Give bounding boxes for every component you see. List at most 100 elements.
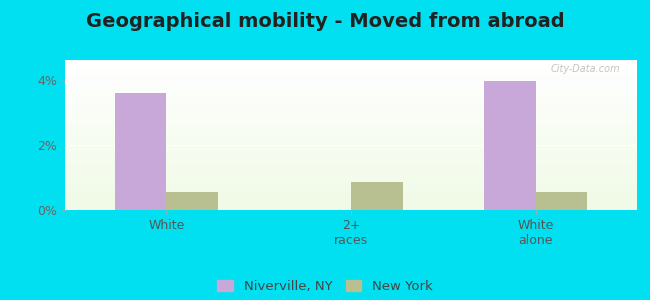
Bar — [65, 80, 637, 81]
Bar — [65, 168, 637, 169]
Bar — [65, 105, 637, 106]
Bar — [65, 140, 637, 141]
Bar — [65, 167, 637, 168]
Bar — [65, 203, 637, 204]
Bar — [65, 181, 637, 182]
Bar — [65, 102, 637, 103]
Bar — [65, 122, 637, 123]
Bar — [65, 82, 637, 83]
Bar — [65, 117, 637, 118]
Bar — [65, 138, 637, 139]
Bar — [65, 141, 637, 142]
Bar — [65, 100, 637, 101]
Bar — [65, 151, 637, 152]
Bar — [65, 123, 637, 124]
Bar — [65, 136, 637, 137]
Bar — [65, 132, 637, 133]
Bar — [65, 126, 637, 127]
Bar — [65, 162, 637, 163]
Bar — [65, 116, 637, 117]
Bar — [65, 183, 637, 184]
Bar — [65, 98, 637, 99]
Text: City-Data.com: City-Data.com — [550, 64, 620, 74]
Bar — [65, 104, 637, 105]
Bar — [65, 72, 637, 73]
Bar — [65, 90, 637, 91]
Legend: Niverville, NY, New York: Niverville, NY, New York — [217, 280, 433, 293]
Bar — [65, 147, 637, 148]
Bar — [65, 185, 637, 186]
Bar — [65, 88, 637, 89]
Bar — [65, 118, 637, 119]
Bar — [65, 85, 637, 86]
Bar — [65, 172, 637, 173]
Bar — [65, 200, 637, 201]
Bar — [65, 205, 637, 206]
Bar — [65, 91, 637, 92]
Bar — [65, 61, 637, 62]
Bar — [65, 76, 637, 77]
Bar — [65, 94, 637, 95]
Bar — [65, 78, 637, 79]
Bar — [65, 182, 637, 183]
Bar — [65, 169, 637, 170]
Bar — [65, 204, 637, 205]
Bar — [65, 170, 637, 171]
Bar — [65, 202, 637, 203]
Bar — [65, 67, 637, 68]
Bar — [65, 135, 637, 136]
Bar — [65, 206, 637, 207]
Bar — [65, 176, 637, 177]
Bar — [65, 127, 637, 128]
Bar — [65, 82, 637, 83]
Bar — [65, 161, 637, 162]
Bar — [65, 208, 637, 209]
Bar — [65, 68, 637, 69]
Bar — [65, 186, 637, 187]
Bar — [65, 95, 637, 96]
Bar — [65, 84, 637, 85]
Bar — [65, 110, 637, 111]
Bar — [65, 173, 637, 174]
Bar — [65, 177, 637, 178]
Bar — [65, 83, 637, 84]
Bar — [65, 113, 637, 114]
Bar — [65, 70, 637, 71]
Bar — [65, 184, 637, 185]
Bar — [65, 171, 637, 172]
Bar — [65, 178, 637, 179]
Bar — [65, 191, 637, 192]
Bar — [65, 193, 637, 194]
Bar — [65, 75, 637, 76]
Bar — [65, 180, 637, 181]
Bar — [65, 63, 637, 64]
Bar — [65, 195, 637, 196]
Bar — [65, 85, 637, 86]
Bar — [65, 74, 637, 75]
Bar — [65, 153, 637, 154]
Bar — [65, 198, 637, 199]
Bar — [65, 79, 637, 80]
Bar — [65, 77, 637, 78]
Bar — [65, 99, 637, 100]
Bar — [65, 163, 637, 164]
Bar — [65, 207, 637, 208]
Bar — [65, 188, 637, 189]
Bar — [65, 190, 637, 191]
Bar — [65, 166, 637, 167]
Bar — [65, 124, 637, 125]
Bar — [65, 106, 637, 107]
Bar — [65, 60, 637, 61]
Bar — [65, 199, 637, 200]
Bar — [65, 66, 637, 67]
Bar — [65, 118, 637, 119]
Bar — [65, 175, 637, 176]
Bar — [65, 101, 637, 102]
Bar — [65, 69, 637, 70]
Bar — [65, 107, 637, 108]
Bar — [65, 142, 637, 143]
Bar — [65, 119, 637, 120]
Text: Geographical mobility - Moved from abroad: Geographical mobility - Moved from abroa… — [86, 12, 564, 31]
Bar — [65, 155, 637, 156]
Bar — [536, 192, 587, 210]
